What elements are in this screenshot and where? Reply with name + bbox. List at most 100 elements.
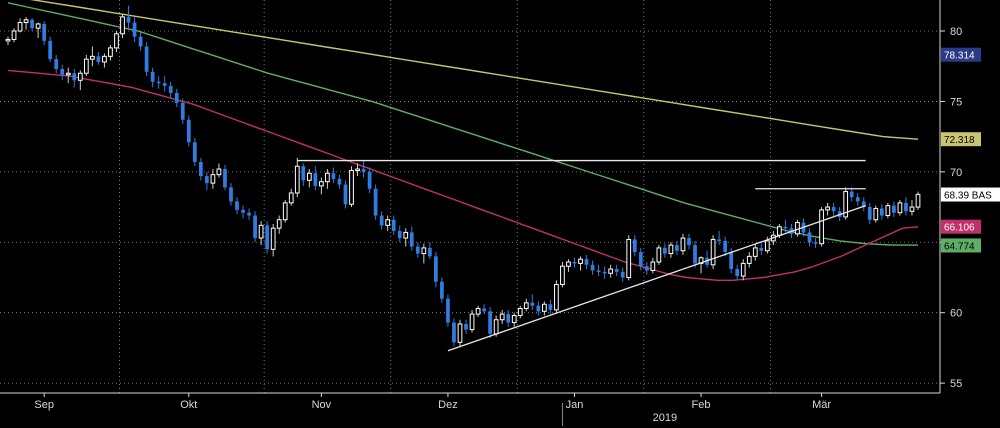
candle	[65, 67, 71, 84]
candle-body	[415, 246, 420, 254]
candle-body	[560, 265, 565, 286]
candle	[855, 192, 860, 206]
candle-body	[897, 202, 903, 214]
candle	[385, 215, 391, 232]
candle	[488, 307, 492, 339]
candle-body	[740, 262, 746, 277]
candle-body	[710, 238, 716, 266]
candle-body	[885, 205, 891, 217]
candle	[783, 219, 788, 233]
candle-body	[205, 176, 209, 184]
value-tag-box	[941, 132, 981, 147]
candle-body	[102, 55, 107, 63]
candle-body	[807, 232, 812, 243]
candle-body	[192, 142, 197, 162]
candle	[5, 36, 11, 46]
value-tag: 72.318	[941, 132, 981, 147]
candle	[710, 235, 716, 270]
candle	[620, 267, 625, 282]
candle	[596, 264, 601, 277]
candle-body	[493, 319, 499, 335]
candle-body	[873, 207, 879, 221]
candle-body	[361, 169, 366, 172]
candle	[132, 16, 137, 43]
candle	[72, 69, 77, 88]
candle-body	[270, 227, 276, 250]
candle	[282, 200, 288, 223]
candle-body	[253, 215, 257, 239]
candle-body	[909, 206, 915, 212]
year-label: 2019	[653, 412, 677, 424]
candle	[457, 319, 463, 347]
candle-body	[235, 201, 239, 210]
candle-body	[892, 205, 896, 213]
candle-body	[572, 262, 577, 264]
candle-body	[276, 219, 282, 229]
candle	[590, 260, 595, 275]
candle-body	[343, 184, 348, 205]
candle-body	[464, 323, 468, 330]
candle	[909, 200, 915, 216]
candle	[663, 243, 667, 258]
candle-body	[656, 247, 662, 263]
candle	[192, 138, 197, 167]
candle-body	[650, 261, 656, 271]
candle	[849, 187, 854, 202]
candle-body	[216, 168, 222, 176]
candle	[235, 197, 239, 215]
candle	[867, 202, 872, 224]
candle-body	[469, 313, 475, 331]
candle-body	[265, 225, 270, 250]
value-tag: 78.314	[941, 47, 981, 62]
candle-body	[258, 224, 264, 239]
candle	[23, 16, 29, 30]
candle-body	[247, 212, 251, 216]
x-tick-label: Jan	[566, 399, 584, 411]
candle-body	[42, 23, 47, 41]
candle-body	[83, 58, 89, 74]
candle-body	[511, 315, 517, 324]
candle-body	[132, 22, 137, 37]
candle-body	[687, 238, 691, 246]
candle-body	[632, 239, 637, 253]
candle	[301, 163, 306, 186]
candle-body	[162, 83, 167, 86]
candle-body	[693, 245, 697, 264]
candle	[530, 294, 535, 310]
candle	[452, 318, 456, 347]
candle-body	[783, 226, 788, 229]
value-tag-label: 64.774	[944, 241, 975, 252]
candle-body	[48, 40, 53, 60]
candle-body	[421, 247, 427, 255]
candle-body	[680, 237, 686, 252]
candle	[126, 5, 131, 29]
candle-body	[229, 187, 233, 202]
candle	[205, 171, 209, 191]
candle	[572, 257, 577, 268]
value-tag: 64.774	[941, 238, 981, 253]
candle-body	[5, 38, 11, 42]
candle	[626, 235, 632, 281]
candle-body	[499, 313, 505, 321]
candle	[174, 88, 179, 108]
candle	[759, 242, 764, 255]
candle-body	[30, 19, 34, 29]
candle-body	[301, 166, 306, 181]
candle-body	[241, 209, 245, 213]
candle-body	[915, 193, 921, 208]
candle	[548, 300, 553, 315]
candle-body	[831, 207, 836, 212]
candle	[668, 242, 674, 258]
candle-body	[861, 201, 866, 208]
candle	[440, 277, 444, 303]
value-tags: 78.314 72.318 68.39 BAS 66.106 64.774	[941, 47, 1000, 253]
value-tag-box	[941, 187, 1000, 202]
candle	[114, 30, 119, 53]
candle	[795, 219, 800, 237]
candle-body	[331, 173, 336, 179]
candle-body	[717, 239, 721, 241]
candle	[265, 221, 270, 254]
candle	[241, 205, 245, 219]
candle-body	[475, 307, 481, 315]
candle-body	[638, 252, 643, 267]
